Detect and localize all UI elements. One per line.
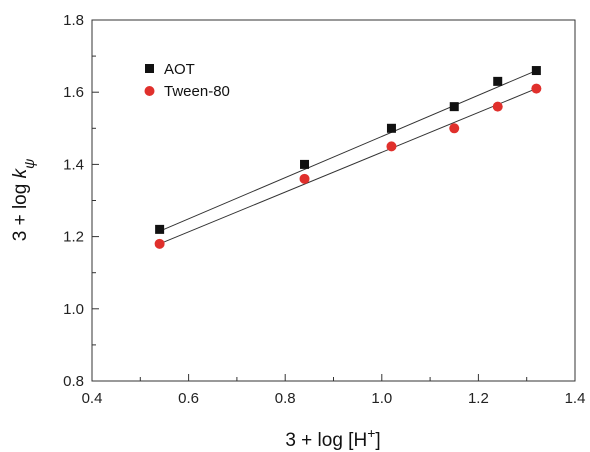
fit-line-tween-80	[159, 88, 537, 245]
data-point-aot	[449, 102, 459, 112]
x-tick-label: 1.2	[468, 390, 489, 407]
data-point-aot	[155, 224, 165, 234]
x-axis-title: 3 + log [H+]	[285, 425, 380, 451]
fit-line-aot	[159, 70, 537, 232]
y-tick-label: 1.4	[63, 156, 84, 173]
legend-label-tween-80: Tween-80	[164, 83, 230, 100]
x-tick-label: 1.4	[565, 390, 586, 407]
y-tick-label: 1.2	[63, 229, 84, 246]
y-tick-label: 0.8	[63, 373, 84, 390]
axis-tick-labels: 0.4 0.6 0.8 1.0 1.2 1.4 0.8 1.0 1.2 1.4 1.6 1.8	[63, 12, 585, 407]
x-tick-label: 0.6	[178, 390, 199, 407]
y-axis-title: 3 + log kψ	[10, 159, 37, 242]
y-tick-label: 1.8	[63, 12, 84, 29]
axis-ticks	[91, 19, 576, 382]
data-point-aot	[493, 76, 503, 86]
data-point-tween-80	[299, 173, 310, 184]
data-point-tween-80	[449, 123, 460, 134]
legend-label-aot: AOT	[164, 61, 195, 78]
data-point-tween-80	[386, 141, 397, 152]
data-points	[154, 66, 542, 249]
legend-marker-aot	[145, 64, 154, 73]
fit-lines	[159, 70, 537, 245]
data-point-aot	[531, 66, 541, 76]
data-point-tween-80	[154, 238, 165, 249]
legend: AOT Tween-80	[144, 61, 230, 100]
x-tick-label: 0.8	[275, 390, 296, 407]
data-point-aot	[300, 159, 310, 169]
legend-marker-tween-80	[144, 86, 155, 96]
data-point-tween-80	[531, 83, 542, 94]
x-tick-label: 0.4	[82, 390, 103, 407]
x-tick-label: 1.0	[371, 390, 392, 407]
y-tick-label: 1.0	[63, 301, 84, 318]
data-point-aot	[386, 123, 396, 133]
data-point-tween-80	[492, 101, 503, 112]
y-tick-label: 1.6	[63, 84, 84, 101]
